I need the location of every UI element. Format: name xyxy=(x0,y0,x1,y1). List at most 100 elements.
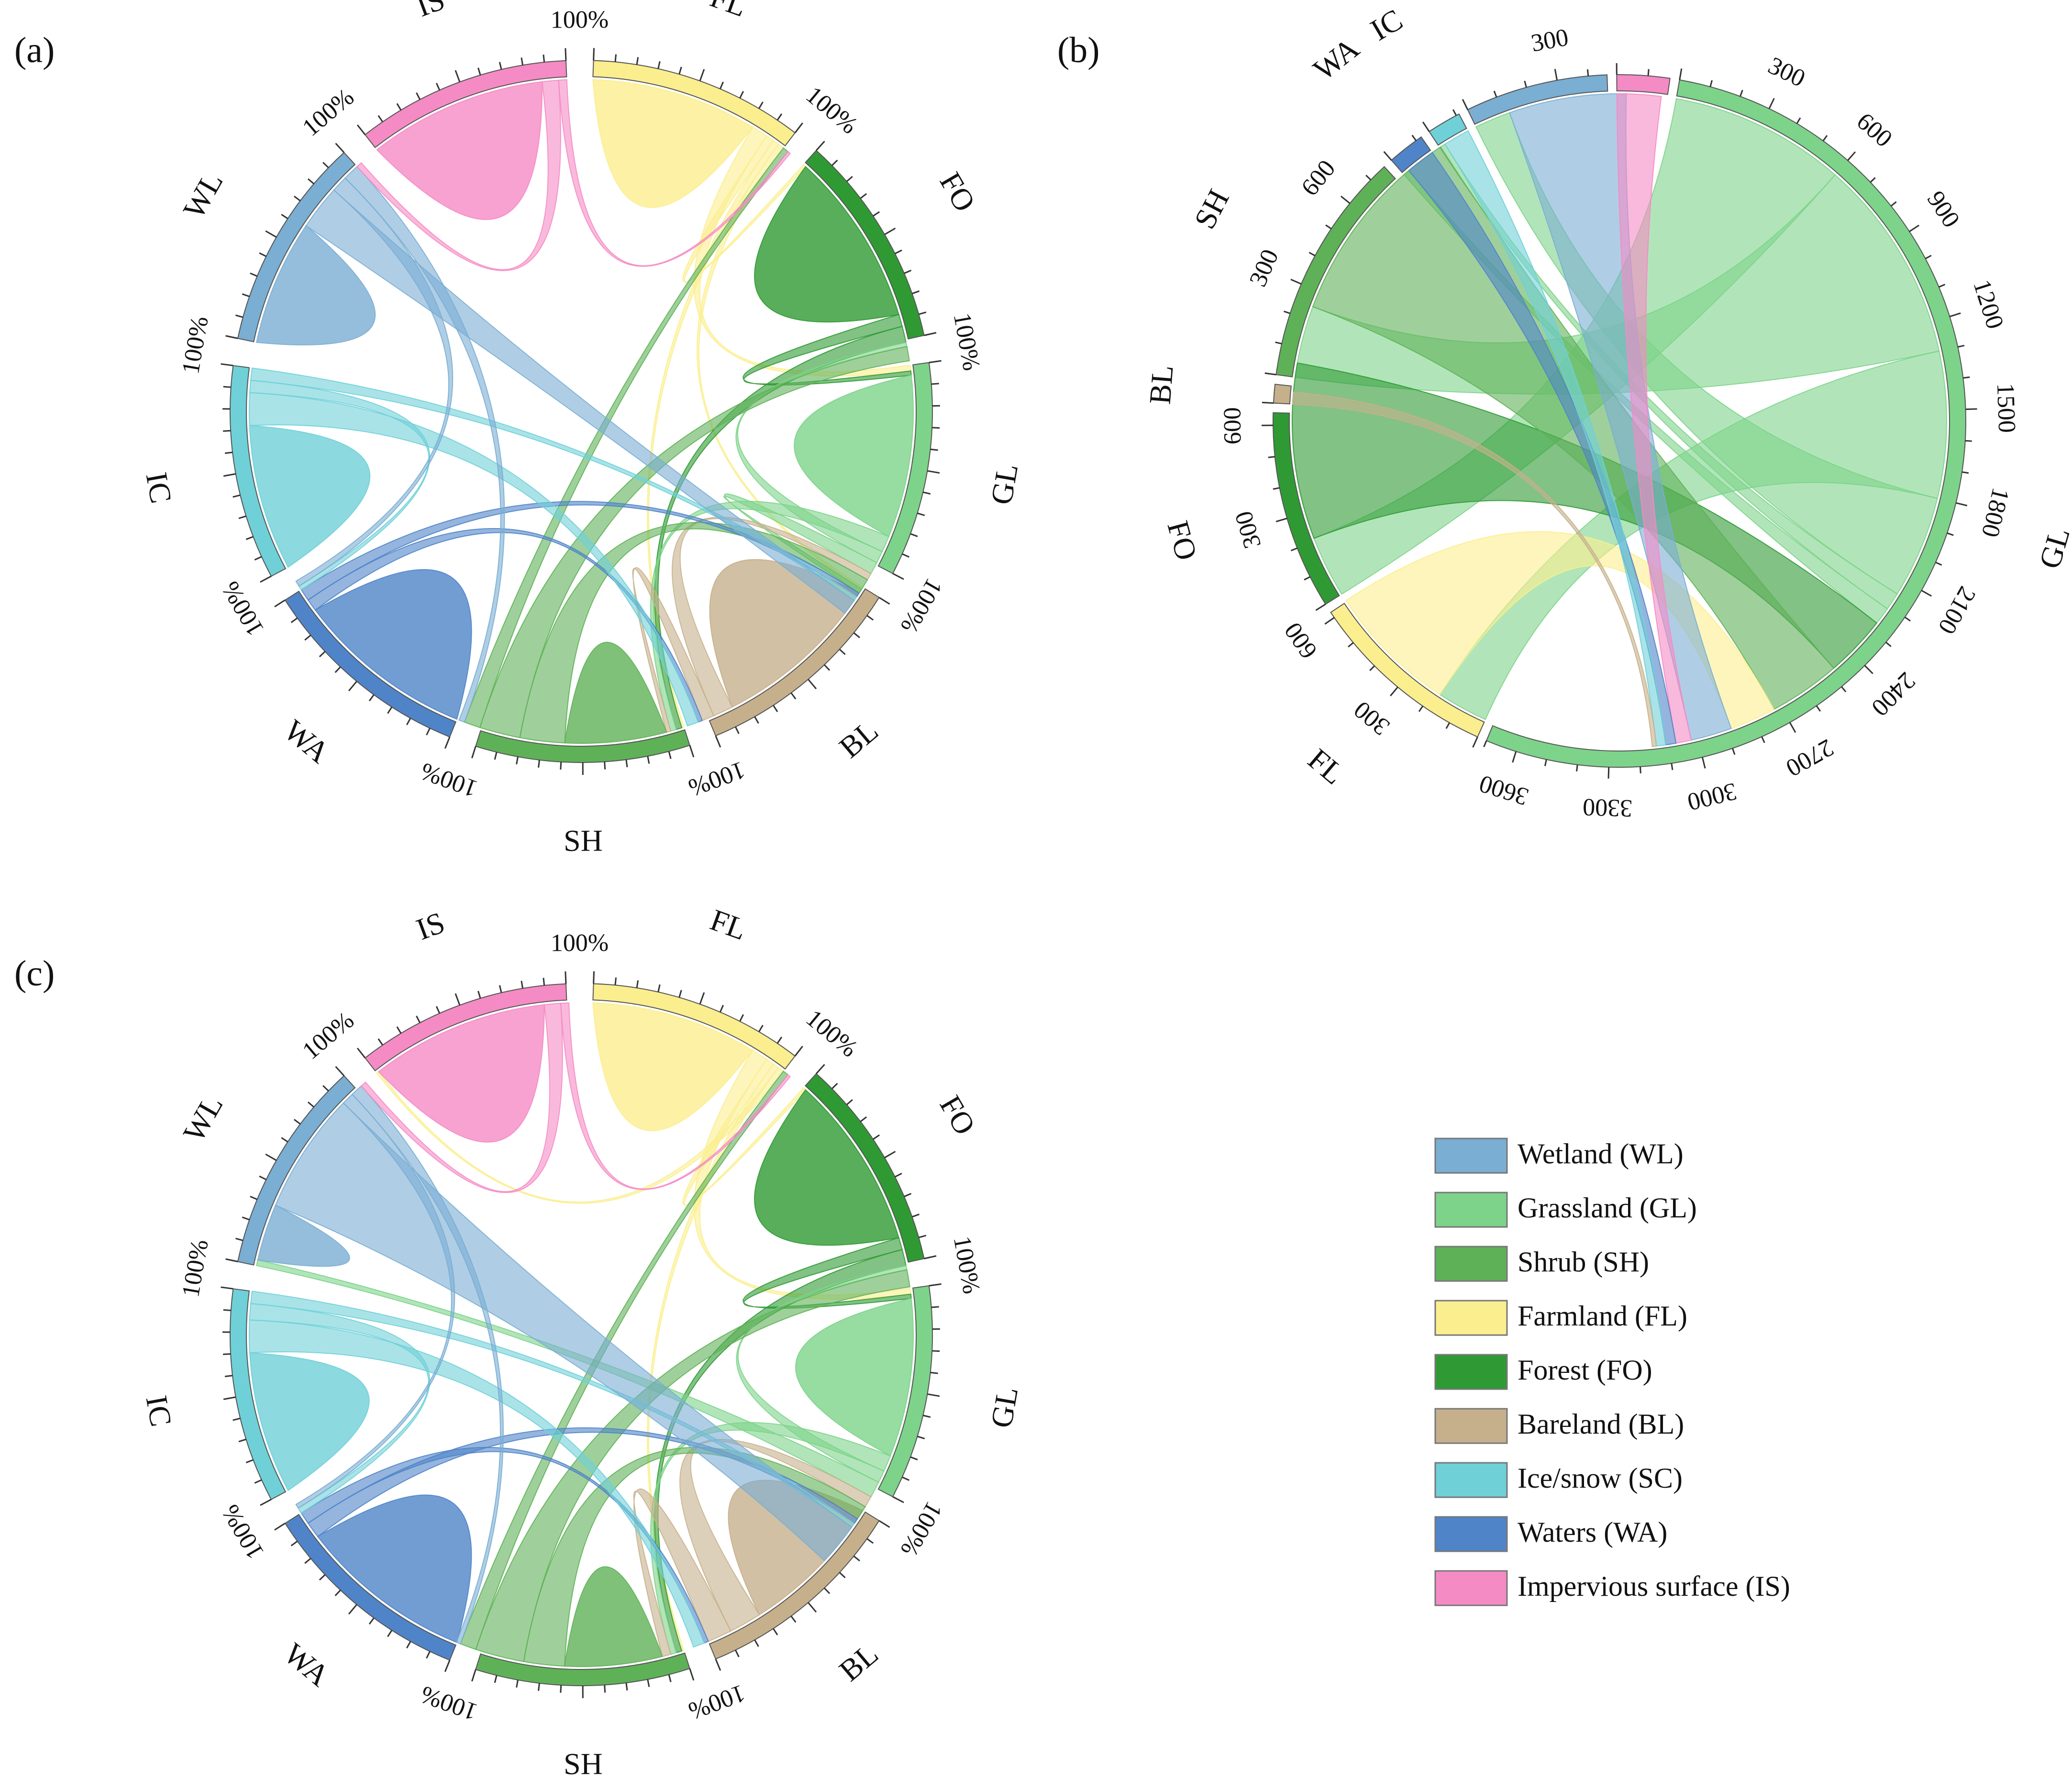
segment-arc-a-wa xyxy=(284,590,457,738)
tick-b-gl-3100 xyxy=(1671,763,1673,770)
tick-a-wa-3 xyxy=(387,707,393,714)
chord-c-bl-sh xyxy=(633,1488,731,1657)
chord-a-fl-gl xyxy=(693,126,911,376)
tick-a-fl-7 xyxy=(739,91,744,99)
tick-b-gl-1200 xyxy=(1949,312,1961,318)
tick-c-sh-0 xyxy=(689,1668,695,1681)
legend-swatch-fo xyxy=(1434,1354,1508,1390)
segment-arc-c-fo xyxy=(804,1073,925,1263)
tick-label-b-gl-3300: 3300 xyxy=(1582,793,1633,822)
chord-c-gl-fo xyxy=(736,1265,908,1483)
tick-a-wa-8 xyxy=(304,634,311,641)
legend-label-wl: Wetland (WL) xyxy=(1518,1138,1684,1170)
chord-c-sh-sh xyxy=(564,1566,663,1667)
chord-b-wa-gl xyxy=(1408,152,1677,746)
tick-b-wa-0 xyxy=(1383,151,1392,161)
segment-label-a-gl: GL xyxy=(984,461,1024,507)
end-label-a-wl: 100% xyxy=(297,83,359,142)
tick-a-fo-8 xyxy=(911,290,920,295)
segment-arc-b-sh xyxy=(1275,166,1396,377)
tick-b-sh-700 xyxy=(1365,175,1372,181)
segment-label-c-sh: SH xyxy=(564,1747,603,1781)
tick-a-ic-4 xyxy=(233,494,241,498)
tick-c-wa-7 xyxy=(319,1574,326,1581)
segment-label-b-fl: FL xyxy=(1302,742,1351,791)
tick-c-is-2 xyxy=(396,1026,402,1034)
tick-a-is-0 xyxy=(356,124,366,135)
tick-c-bl-0 xyxy=(878,1520,890,1528)
segment-arc-c-is xyxy=(364,983,567,1072)
segment-arc-a-fo xyxy=(804,150,925,340)
tick-c-ic-0 xyxy=(260,1499,272,1506)
chord-a-sh-fo xyxy=(479,346,910,739)
chord-a-fl-fo xyxy=(682,135,807,283)
tick-a-wa-4 xyxy=(368,694,375,702)
tick-c-is-7 xyxy=(499,985,502,993)
tick-a-gl-7 xyxy=(917,512,925,516)
tick-b-fl-200 xyxy=(1418,706,1424,712)
tick-label-b-fo-300: 300 xyxy=(1230,508,1267,552)
chord-c-wa-bl xyxy=(300,1447,709,1644)
tick-c-ic-1 xyxy=(254,1479,262,1484)
tick-b-wl-100 xyxy=(1493,90,1497,98)
tick-a-fl-2 xyxy=(636,57,639,65)
tick-b-gl-200 xyxy=(1740,89,1743,97)
tick-a-gl-0 xyxy=(929,360,942,364)
tick-b-gl-400 xyxy=(1796,117,1801,124)
tick-c-wa-1 xyxy=(426,1651,431,1659)
tick-c-fo-1 xyxy=(831,1083,838,1090)
chord-c-wl-wl xyxy=(257,1204,350,1267)
chord-a-is-wl xyxy=(356,79,561,271)
chord-c-fo-gl xyxy=(742,1237,912,1309)
tick-c-wa-3 xyxy=(387,1630,393,1637)
tick-b-gl-2700 xyxy=(1789,722,1796,733)
tick-b-gl-800 xyxy=(1890,201,1897,207)
chord-b-bl-gl xyxy=(1292,391,1657,747)
chord-c-fo-fo xyxy=(754,1089,900,1246)
tick-b-sh-300 xyxy=(1290,278,1302,285)
segment-arc-b-is xyxy=(1616,74,1671,95)
tick-a-fo-10 xyxy=(924,332,937,336)
chord-c-ic-gl xyxy=(250,1291,855,1528)
legend-swatch-sh xyxy=(1434,1246,1508,1282)
tick-b-gl-2200 xyxy=(1904,616,1911,622)
legend-swatch-wl xyxy=(1434,1138,1508,1174)
tick-b-sh-200 xyxy=(1284,310,1291,314)
tick-c-gl-8 xyxy=(910,1456,918,1460)
tick-b-sh-100 xyxy=(1275,341,1282,344)
tick-a-bl-0 xyxy=(878,597,890,605)
tick-b-gl-3200 xyxy=(1640,766,1641,773)
tick-a-wl-7 xyxy=(293,196,301,202)
legend-swatch-wa xyxy=(1434,1516,1508,1552)
tick-c-wa-0 xyxy=(444,1659,451,1672)
tick-c-sh-9 xyxy=(494,1675,498,1683)
tick-c-is-0 xyxy=(356,1048,366,1059)
legend-swatch-gl xyxy=(1434,1192,1508,1228)
chord-a-wl-wa xyxy=(295,177,454,587)
tick-b-fl-100 xyxy=(1445,722,1451,729)
chord-a-gl-gl xyxy=(794,375,914,537)
tick-c-wa-5 xyxy=(348,1604,357,1615)
segment-label-c-fl: FL xyxy=(706,903,751,947)
end-label-a-bl: 100% xyxy=(685,756,749,801)
tick-a-sh-3 xyxy=(625,759,628,768)
segment-arc-a-fl xyxy=(592,60,796,147)
segment-label-b-ic: IC xyxy=(1364,2,1408,47)
segment-arc-b-bl xyxy=(1273,384,1292,405)
tick-a-wa-7 xyxy=(319,651,326,658)
tick-b-gl-3700 xyxy=(1483,740,1487,748)
tick-a-wl-5 xyxy=(265,230,277,238)
tick-a-ic-5 xyxy=(223,473,236,477)
tick-b-fl-300 xyxy=(1390,686,1398,696)
tick-b-fl-600 xyxy=(1324,617,1335,625)
end-label-c-bl: 100% xyxy=(685,1679,749,1724)
tick-b-sh-400 xyxy=(1308,252,1316,256)
chord-a-ic-wa xyxy=(249,379,431,591)
segment-arc-b-fl xyxy=(1330,602,1485,738)
chord-a-wl-wl xyxy=(255,225,376,346)
tick-c-fl-3 xyxy=(657,984,661,993)
tick-a-gl-5 xyxy=(927,470,940,474)
tick-b-wl-300 xyxy=(1554,68,1558,81)
